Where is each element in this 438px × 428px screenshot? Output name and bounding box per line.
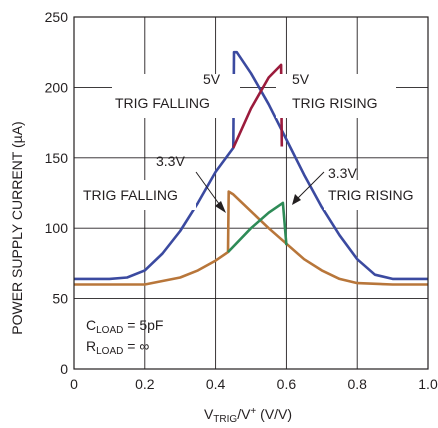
x-tick-label: 0.8 (347, 376, 367, 392)
y-tick-label: 200 (45, 79, 69, 95)
annotation-trig-rising-33v: TRIG RISING (328, 187, 414, 203)
x-tick-label: 0 (70, 376, 78, 392)
annotation-33v-rising: 3.3V (328, 165, 357, 181)
series-line-1 (232, 63, 284, 149)
label-bg-33v-rising (324, 180, 424, 210)
annotation-trig-rising-5v: TRIG RISING (292, 95, 378, 111)
series-line-0 (74, 50, 428, 281)
annotation-5v-falling: 5V (203, 71, 221, 87)
y-tick-label: 100 (45, 220, 69, 236)
arrowhead-33v-rising (292, 194, 301, 205)
y-tick-label: 250 (45, 9, 69, 25)
x-axis-label: VTRIG/V+ (V/V) (204, 406, 292, 425)
x-tick-label: 1.0 (418, 376, 438, 392)
tick-labels: 0 0.2 0.4 0.6 0.8 1.0 0 50 100 150 200 250 (45, 9, 438, 392)
series-line-2 (74, 190, 428, 286)
annotation-5v-rising: 5V (292, 71, 310, 87)
arrow-33v-rising (295, 171, 325, 201)
label-bg-5v-rising (276, 74, 396, 118)
plot-frame (73, 16, 429, 370)
y-tick-label: 0 (60, 361, 68, 377)
series-line-3 (227, 201, 288, 254)
arrowhead-33v-falling (215, 201, 226, 213)
cload-label: CLOAD = 5pF (86, 317, 163, 336)
arrow-33v-falling (195, 171, 223, 209)
label-bg-5v-falling (112, 74, 240, 118)
y-tick-label: 150 (45, 150, 69, 166)
y-axis-label: POWER SUPPLY CURRENT (µA) (9, 121, 25, 334)
x-tick-label: 0.4 (206, 376, 226, 392)
annotation-trig-falling-33v: TRIG FALLING (83, 187, 178, 203)
annotation-33v-falling: 3.3V (156, 153, 185, 169)
x-tick-label: 0.6 (277, 376, 297, 392)
x-tick-label: 0.2 (135, 376, 155, 392)
annotation-trig-falling-5v: TRIG FALLING (115, 95, 210, 111)
y-tick-label: 50 (52, 291, 68, 307)
rload-label: RLOAD = ∞ (86, 338, 149, 357)
label-bg-33v-falling (78, 180, 196, 210)
